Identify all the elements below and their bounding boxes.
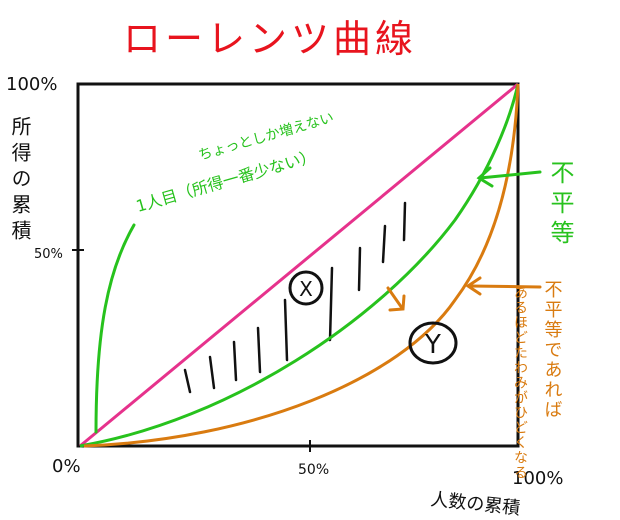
equality-line (79, 82, 519, 448)
inequality-label: 不平等 (546, 160, 574, 250)
area-y-circle (408, 321, 458, 365)
orange-lorenz-curve (83, 83, 520, 448)
orange-note-arrow (465, 276, 542, 296)
area-x-circle (288, 270, 324, 306)
plot-frame (76, 82, 520, 448)
y-mid-label: 50% (34, 247, 63, 262)
first-person-stroke (94, 223, 136, 434)
green-lorenz-curve (79, 83, 520, 448)
y-max-label: 100% (6, 74, 57, 95)
y-axis-title: 所得の累積 (8, 116, 32, 246)
gap-arrow (386, 286, 406, 312)
origin-label: 0% (52, 456, 81, 477)
orange-note-body: あるほどたわみがひどくなる (512, 285, 528, 480)
area-y-label: Y (424, 330, 441, 360)
x-axis-title: 人数の累積 (429, 489, 521, 519)
orange-note-title: 不平等であれば (542, 280, 563, 420)
inequality-arrow (476, 166, 542, 188)
x-max-label: 100% (512, 468, 563, 489)
area-x-hatching (183, 201, 407, 394)
x-mid-label: 50% (298, 462, 329, 478)
area-x-label: X (299, 277, 313, 301)
diagram-title: ローレンツ曲線 (123, 17, 417, 61)
